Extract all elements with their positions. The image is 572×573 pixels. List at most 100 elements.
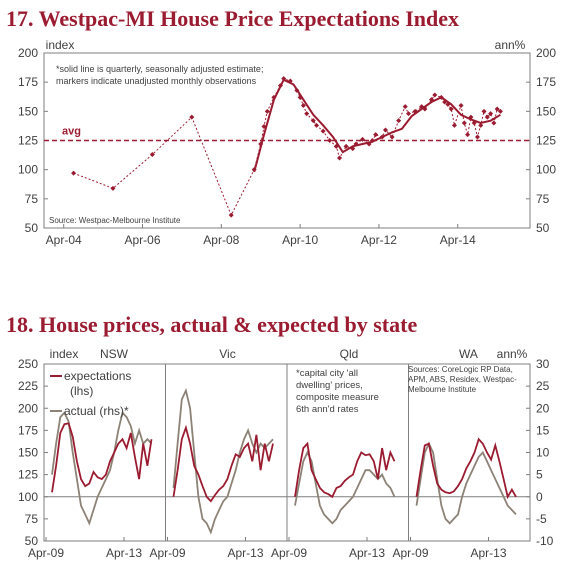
y-tick-right: 15	[536, 423, 550, 437]
y-tick-right: 75	[536, 192, 550, 206]
panel-name: Vic	[219, 347, 235, 361]
series-expectations-wa	[415, 437, 517, 500]
y-tick-left: 150	[18, 104, 38, 118]
y-tick-left: 250	[18, 357, 38, 371]
chart-note: *capital city 'all	[296, 368, 358, 379]
y-tick-left: 200	[18, 46, 38, 60]
chart-source: Sources: CoreLogic RP Data,	[408, 365, 513, 374]
series-monthly-marker	[461, 120, 467, 126]
legend-label-actual: actual (rhs)*	[64, 404, 129, 418]
y-tick-left: 125	[18, 468, 38, 482]
x-tick-label: Apr-13	[349, 546, 385, 560]
y-label-left: index	[46, 38, 75, 52]
y-tick-left: 200	[18, 401, 38, 415]
y-tick-right: 0	[536, 490, 543, 504]
y-tick-left: 225	[18, 379, 38, 393]
y-tick-right: 10	[536, 446, 550, 460]
series-monthly-marker	[465, 132, 471, 138]
panel-name: Qld	[340, 347, 359, 361]
x-tick-label: Apr-13	[470, 546, 506, 560]
x-tick-label: Apr-12	[361, 233, 397, 247]
series-monthly-marker	[304, 111, 310, 117]
y-tick-left: 100	[18, 163, 38, 177]
series-monthly-marker	[337, 155, 343, 161]
chart-source: Source: Westpac-Melbourne Institute	[49, 216, 181, 225]
series-monthly-marker	[406, 111, 411, 117]
chart-18-svg: 50 75 100 125 150 175 200 225 250 -10 -5 0 5 10 15 20 25…	[18, 347, 554, 560]
series-monthly-marker	[484, 114, 490, 120]
series-monthly-marker	[110, 185, 116, 191]
series-actual-wa	[415, 441, 517, 525]
y-label-left: index	[50, 347, 79, 361]
chart-source: Melbourne Institute	[408, 385, 477, 394]
series-monthly-marker	[396, 118, 402, 124]
series-expectations-qld	[294, 441, 396, 499]
y-tick-right: 50	[536, 221, 550, 235]
y-tick-right: 150	[536, 104, 556, 118]
series-monthly-marker	[71, 170, 77, 176]
x-tick-label: Apr-08	[203, 233, 239, 247]
legend-label-expectations: expectations	[64, 369, 131, 383]
series-monthly-marker	[497, 108, 503, 114]
y-tick-left: 100	[18, 490, 38, 504]
series-monthly-marker	[343, 143, 349, 149]
chart-18-title: 18. House prices, actual & expected by s…	[6, 312, 418, 337]
legend-label-expectations-unit: (lhs)	[70, 384, 93, 398]
series-monthly-marker	[494, 106, 500, 112]
series-monthly-marker	[383, 127, 389, 133]
chart-source: APM, ABS, Residex, Westpac-	[408, 375, 517, 384]
y-label-right: ann%	[495, 38, 526, 52]
chart-17-title: 17. Westpac-MI House Price Expectations …	[6, 6, 460, 31]
series-monthly-marker	[360, 136, 366, 142]
series-monthly-marker	[300, 103, 306, 108]
y-tick-right: 125	[536, 134, 556, 148]
y-tick-left: 50	[25, 534, 39, 548]
series-quarterly-line	[253, 78, 501, 173]
series-monthly-marker	[373, 132, 379, 138]
x-tick-label: Apr-09	[149, 546, 185, 560]
x-tick-label: Apr-06	[124, 233, 160, 247]
x-tick-label: Apr-04	[46, 233, 82, 247]
x-tick-label: Apr-09	[271, 546, 307, 560]
y-label-right: ann%	[497, 347, 528, 361]
series-monthly-marker	[478, 122, 484, 128]
y-tick-right: -10	[536, 534, 554, 548]
series-monthly-marker	[310, 118, 316, 124]
series-monthly-marker	[297, 94, 303, 100]
series-monthly-marker	[327, 138, 333, 143]
series-monthly-marker	[320, 128, 326, 134]
series-expectations-vic	[172, 424, 274, 503]
series-monthly-marker	[149, 152, 155, 157]
y-tick-right: 30	[536, 357, 550, 371]
y-tick-left: 150	[18, 446, 38, 460]
panel-name: WA	[459, 347, 478, 361]
series-actual-nsw	[51, 410, 153, 526]
y-tick-right: 100	[536, 163, 556, 177]
chart-note: dwelling' prices,	[296, 380, 363, 391]
x-tick-label: Apr-09	[392, 546, 428, 560]
chart-17-svg: 50 50 75 75 100 100 125 125 150 150 175 175 200 200 Ap…	[18, 38, 556, 247]
series-monthly-marker	[389, 134, 395, 140]
y-tick-left: 175	[18, 423, 38, 437]
series-monthly-marker	[481, 108, 487, 114]
series-monthly-marker	[281, 76, 287, 82]
y-tick-left: 75	[25, 512, 39, 526]
series-monthly-marker	[451, 122, 457, 128]
x-tick-label: Apr-13	[227, 546, 263, 560]
series-monthly-marker	[264, 108, 270, 114]
x-tick-label: Apr-13	[106, 546, 142, 560]
series-monthly-marker	[491, 120, 497, 126]
y-tick-left: 175	[18, 75, 38, 89]
series-actual-vic	[172, 387, 274, 535]
y-tick-left: 50	[25, 221, 39, 235]
x-tick-label: Apr-09	[28, 546, 64, 560]
y-tick-right: 5	[536, 468, 543, 482]
chart-note: composite measure	[296, 392, 379, 403]
y-tick-right: 175	[536, 75, 556, 89]
series-monthly-marker	[314, 122, 320, 128]
series-monthly-marker	[350, 146, 356, 152]
series-monthly-marker	[488, 111, 494, 117]
y-tick-right: 20	[536, 401, 550, 415]
x-tick-label: Apr-10	[282, 233, 318, 247]
series-monthly-marker	[432, 92, 438, 98]
